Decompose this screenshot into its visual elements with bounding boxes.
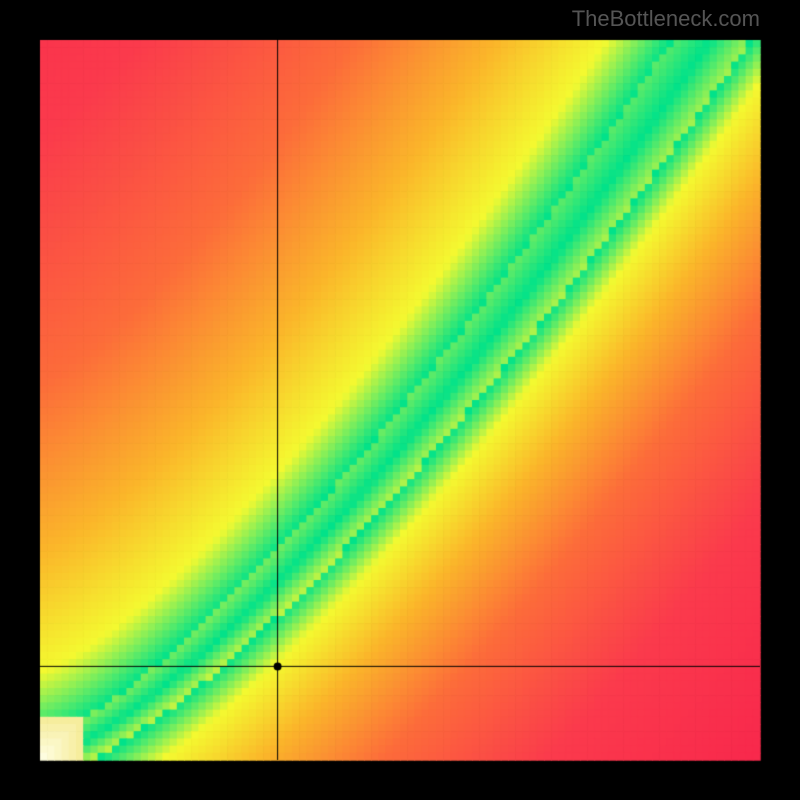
heatmap-canvas xyxy=(0,0,800,800)
chart-container: TheBottleneck.com xyxy=(0,0,800,800)
watermark-text: TheBottleneck.com xyxy=(572,6,760,32)
